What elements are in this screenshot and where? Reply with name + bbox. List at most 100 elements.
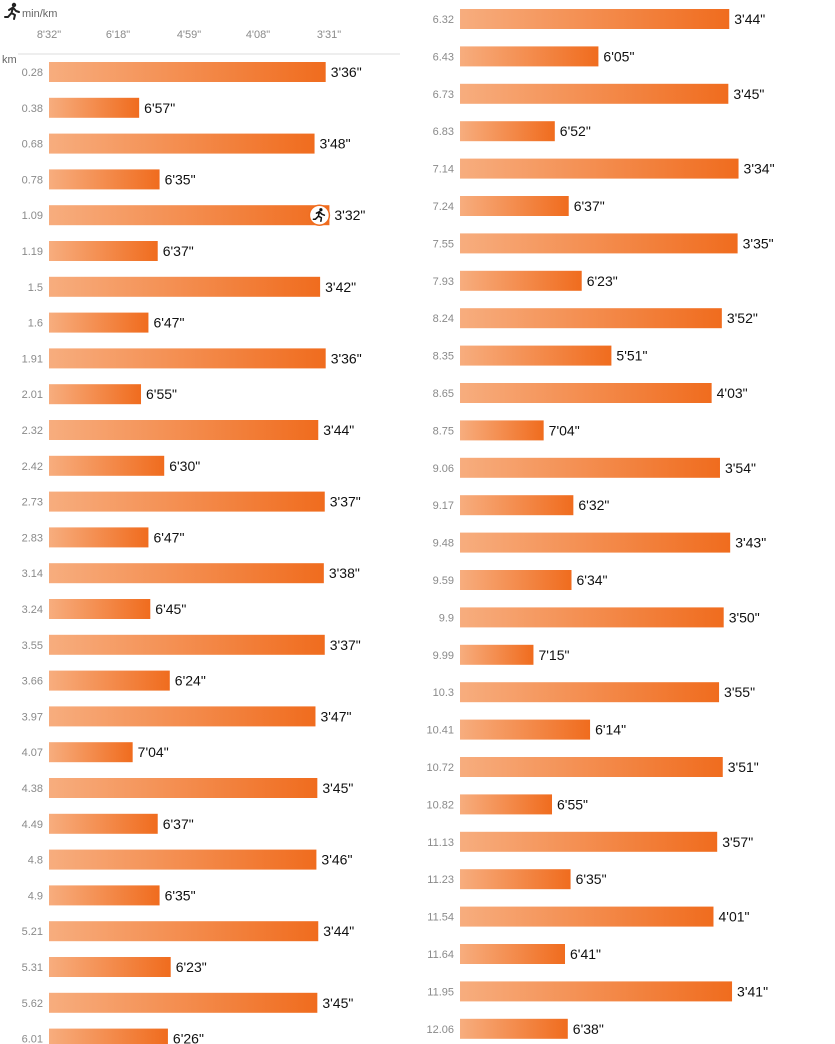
pace-bar[interactable] <box>49 992 318 1013</box>
pace-value-label: 6'30" <box>169 458 200 474</box>
pace-bar[interactable] <box>49 599 151 619</box>
pace-bar[interactable] <box>49 169 160 190</box>
pace-value-label: 6'35" <box>165 171 196 187</box>
pace-bar[interactable] <box>460 570 572 590</box>
pace-bar[interactable] <box>460 906 714 927</box>
km-label: 6.01 <box>22 1034 43 1044</box>
pace-value-label: 3'44" <box>734 11 765 27</box>
pace-value-label: 3'32" <box>334 207 365 223</box>
pace-bar[interactable] <box>460 46 599 67</box>
pace-bar[interactable] <box>460 383 712 403</box>
pace-bar[interactable] <box>460 532 731 553</box>
pace-bar[interactable] <box>49 348 326 369</box>
pace-value-label: 3'43" <box>735 535 766 551</box>
pace-value-label: 6'55" <box>146 386 177 402</box>
pace-bar[interactable] <box>49 778 318 798</box>
pace-value-label: 3'52" <box>727 310 758 326</box>
pace-bar[interactable] <box>460 869 571 890</box>
pace-bar[interactable] <box>460 457 720 478</box>
lap-row: 4.49 6'37" <box>22 813 194 834</box>
pace-value-label: 5'51" <box>616 348 647 364</box>
km-label: 8.35 <box>433 351 454 363</box>
pace-bar[interactable] <box>49 563 324 584</box>
pace-bar[interactable] <box>460 83 729 104</box>
lap-row: 2.32 3'44" <box>22 420 354 440</box>
pace-bar[interactable] <box>49 205 330 226</box>
pace-bar[interactable] <box>460 495 574 516</box>
pace-bar[interactable] <box>49 62 326 82</box>
lap-row: 11.13 3'57" <box>427 831 753 852</box>
km-label: 4.07 <box>22 747 43 759</box>
pace-value-label: 3'34" <box>744 161 775 177</box>
pace-bar[interactable] <box>49 312 149 333</box>
pace-bar[interactable] <box>49 670 170 691</box>
pace-bar[interactable] <box>460 9 730 29</box>
pace-bar[interactable] <box>49 527 149 548</box>
lap-row: 10.41 6'14" <box>426 719 626 740</box>
pace-bar[interactable] <box>49 133 315 154</box>
km-label: 9.59 <box>433 575 454 587</box>
km-label: 1.6 <box>28 318 43 330</box>
pace-bar[interactable] <box>460 831 718 852</box>
pace-bar[interactable] <box>460 121 555 142</box>
pace-bar[interactable] <box>49 455 165 476</box>
km-label: 9.06 <box>433 463 454 475</box>
pace-bar[interactable] <box>460 158 739 179</box>
pace-bar[interactable] <box>49 1028 168 1044</box>
pace-bar[interactable] <box>49 420 319 440</box>
lap-row: 11.95 3'41" <box>427 981 768 1002</box>
pace-bar[interactable] <box>460 719 591 740</box>
km-label: 5.31 <box>22 962 43 974</box>
pace-bar[interactable] <box>49 706 316 727</box>
pace-bar[interactable] <box>460 345 612 366</box>
km-label: 4.8 <box>28 855 43 867</box>
pace-bar[interactable] <box>460 420 544 441</box>
km-label: 2.32 <box>22 425 43 437</box>
pace-bar[interactable] <box>49 276 321 297</box>
pace-bar[interactable] <box>460 682 720 703</box>
pace-bar[interactable] <box>49 742 133 763</box>
pace-bar[interactable] <box>460 270 582 291</box>
km-label: 2.73 <box>22 497 43 509</box>
km-label: 11.95 <box>427 986 454 998</box>
pace-bar[interactable] <box>460 308 722 329</box>
lap-row: 7.55 3'35" <box>433 233 774 254</box>
pace-bar[interactable] <box>49 97 140 118</box>
lap-row: 2.83 6'47" <box>22 527 184 548</box>
pace-bar[interactable] <box>49 634 325 655</box>
pace-bar[interactable] <box>49 491 325 512</box>
pace-bar[interactable] <box>460 981 733 1002</box>
lap-row: 9.9 3'50" <box>439 607 760 628</box>
runner-icon <box>308 204 331 226</box>
pace-bar[interactable] <box>460 607 724 628</box>
lap-row: 4.07 7'04" <box>22 742 169 763</box>
pace-bar[interactable] <box>460 794 553 815</box>
pace-bar[interactable] <box>460 1018 568 1039</box>
pace-bar[interactable] <box>49 849 317 870</box>
pace-bar[interactable] <box>460 757 723 777</box>
pace-bar[interactable] <box>49 921 319 942</box>
km-label: 10.3 <box>433 687 454 699</box>
km-label: 10.82 <box>426 799 454 811</box>
pace-bar[interactable] <box>49 885 160 906</box>
pace-value-label: 3'36" <box>331 350 362 366</box>
km-label: 0.68 <box>22 139 43 151</box>
distance-unit-label: km <box>2 54 17 66</box>
km-label: 10.72 <box>426 762 454 774</box>
lap-row: 7.93 6'23" <box>433 270 618 291</box>
km-label: 1.5 <box>28 282 43 294</box>
pace-bar[interactable] <box>460 196 569 216</box>
pace-bar[interactable] <box>49 241 158 261</box>
pace-value-label: 6'34" <box>577 572 608 588</box>
pace-bar[interactable] <box>49 813 158 834</box>
lap-row: 8.24 3'52" <box>433 308 758 329</box>
pace-value-label: 3'57" <box>722 834 753 850</box>
pace-bar[interactable] <box>49 957 171 977</box>
pace-value-label: 6'57" <box>144 100 175 116</box>
pace-bar[interactable] <box>49 384 142 405</box>
km-label: 7.14 <box>433 164 454 176</box>
pace-bar[interactable] <box>460 233 738 254</box>
pace-bar[interactable] <box>460 644 534 665</box>
pace-value-label: 3'44" <box>323 422 354 438</box>
pace-bar[interactable] <box>460 944 566 964</box>
